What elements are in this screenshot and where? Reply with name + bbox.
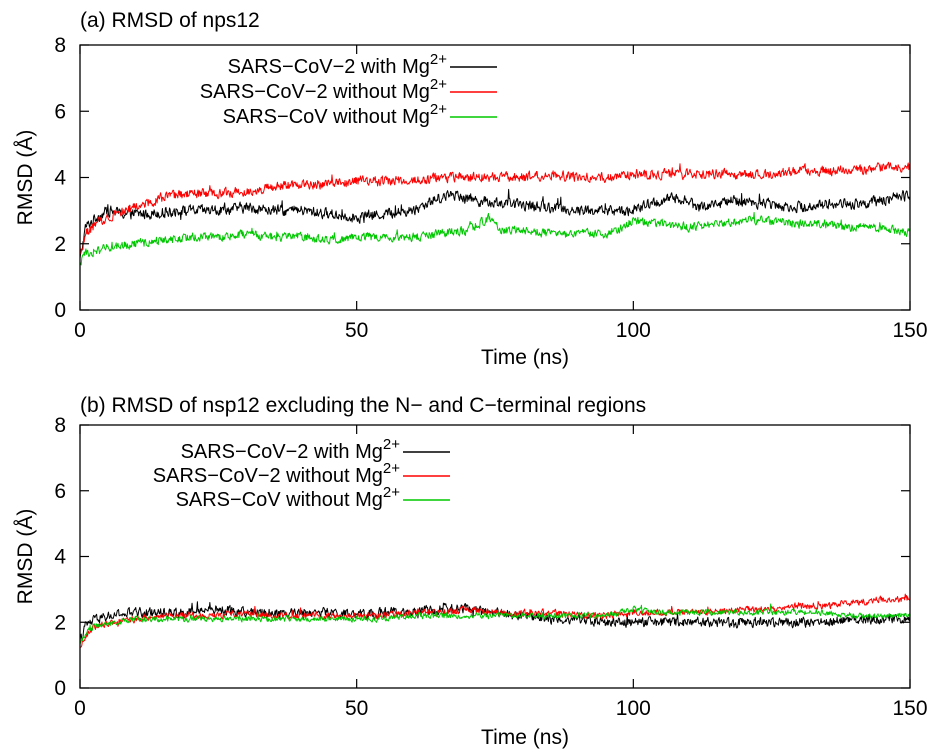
legend-label-text: SARS−CoV without Mg xyxy=(176,489,383,511)
y-tick-label: 8 xyxy=(54,34,66,57)
chart-panel-a: (a) RMSD of nps12 0 50 100 150 0 2 4 6 8 Time (ns)… xyxy=(14,9,928,369)
series-line-1 xyxy=(80,601,910,642)
legend-label-text: SARS−CoV without Mg xyxy=(223,106,430,128)
y-tick-label: 6 xyxy=(54,100,66,123)
legend-item: SARS−CoV−2 with Mg2+ xyxy=(228,51,497,78)
y-axis-label: RMSD (Å) xyxy=(14,130,37,226)
y-tick-label: 6 xyxy=(54,480,66,503)
x-tick-label: 150 xyxy=(892,697,927,720)
y-axis-label: RMSD (Å) xyxy=(14,509,37,605)
series-line-1 xyxy=(80,188,910,259)
legend: SARS−CoV−2 with Mg2+SARS−CoV−2 without M… xyxy=(200,51,497,128)
series-group xyxy=(80,161,910,266)
x-tick-label: 100 xyxy=(616,319,651,342)
x-axis-label: Time (ns) xyxy=(481,726,569,749)
x-axis-label: Time (ns) xyxy=(481,346,569,369)
legend-item: SARS−CoV−2 without Mg2+ xyxy=(153,460,450,487)
legend-label-superscript: 2+ xyxy=(430,51,447,68)
legend-label: SARS−CoV−2 with Mg2+ xyxy=(228,51,448,78)
y-tick-label: 8 xyxy=(54,414,66,437)
x-tick-label: 50 xyxy=(345,697,368,720)
legend-item: SARS−CoV−2 with Mg2+ xyxy=(181,436,450,463)
series-line-2 xyxy=(80,161,910,255)
chart-panel-b: (b) RMSD of nsp12 excluding the N− and C… xyxy=(14,394,928,749)
y-tick-label: 4 xyxy=(54,546,66,569)
x-tick-label: 150 xyxy=(892,319,927,342)
legend-item: SARS−CoV−2 without Mg2+ xyxy=(200,76,497,103)
series-line-3 xyxy=(80,603,910,645)
series-line-2 xyxy=(80,593,910,648)
legend-label-superscript: 2+ xyxy=(383,460,400,477)
legend-label: SARS−CoV without Mg2+ xyxy=(176,484,401,511)
legend-item: SARS−CoV without Mg2+ xyxy=(176,484,450,511)
legend: SARS−CoV−2 with Mg2+SARS−CoV−2 without M… xyxy=(153,436,450,511)
legend-label: SARS−CoV−2 with Mg2+ xyxy=(181,436,401,463)
legend-label: SARS−CoV without Mg2+ xyxy=(223,101,448,128)
chart-title: (a) RMSD of nps12 xyxy=(80,9,260,32)
y-tick-label: 2 xyxy=(54,611,66,634)
legend-label-superscript: 2+ xyxy=(383,484,400,501)
chart-title: (b) RMSD of nsp12 excluding the N− and C… xyxy=(80,394,646,417)
legend-label-superscript: 2+ xyxy=(430,76,447,93)
x-tick-label: 0 xyxy=(74,319,86,342)
legend-label: SARS−CoV−2 without Mg2+ xyxy=(153,460,400,487)
y-tick-label: 0 xyxy=(54,677,66,700)
legend-label-text: SARS−CoV−2 without Mg xyxy=(200,81,430,103)
series-group xyxy=(80,593,910,648)
legend-label-text: SARS−CoV−2 with Mg xyxy=(181,441,383,463)
x-tick-label: 0 xyxy=(74,697,86,720)
x-tick-label: 100 xyxy=(616,697,651,720)
legend-item: SARS−CoV without Mg2+ xyxy=(223,101,497,128)
legend-label-text: SARS−CoV−2 with Mg xyxy=(228,56,430,78)
y-tick-label: 0 xyxy=(54,299,66,322)
legend-label: SARS−CoV−2 without Mg2+ xyxy=(200,76,447,103)
legend-label-text: SARS−CoV−2 without Mg xyxy=(153,465,383,487)
y-tick-label: 4 xyxy=(54,167,66,190)
series-line-3 xyxy=(80,211,910,266)
x-tick-label: 50 xyxy=(345,319,368,342)
legend-label-superscript: 2+ xyxy=(430,101,447,118)
legend-label-superscript: 2+ xyxy=(383,436,400,453)
y-tick-label: 2 xyxy=(54,233,66,256)
